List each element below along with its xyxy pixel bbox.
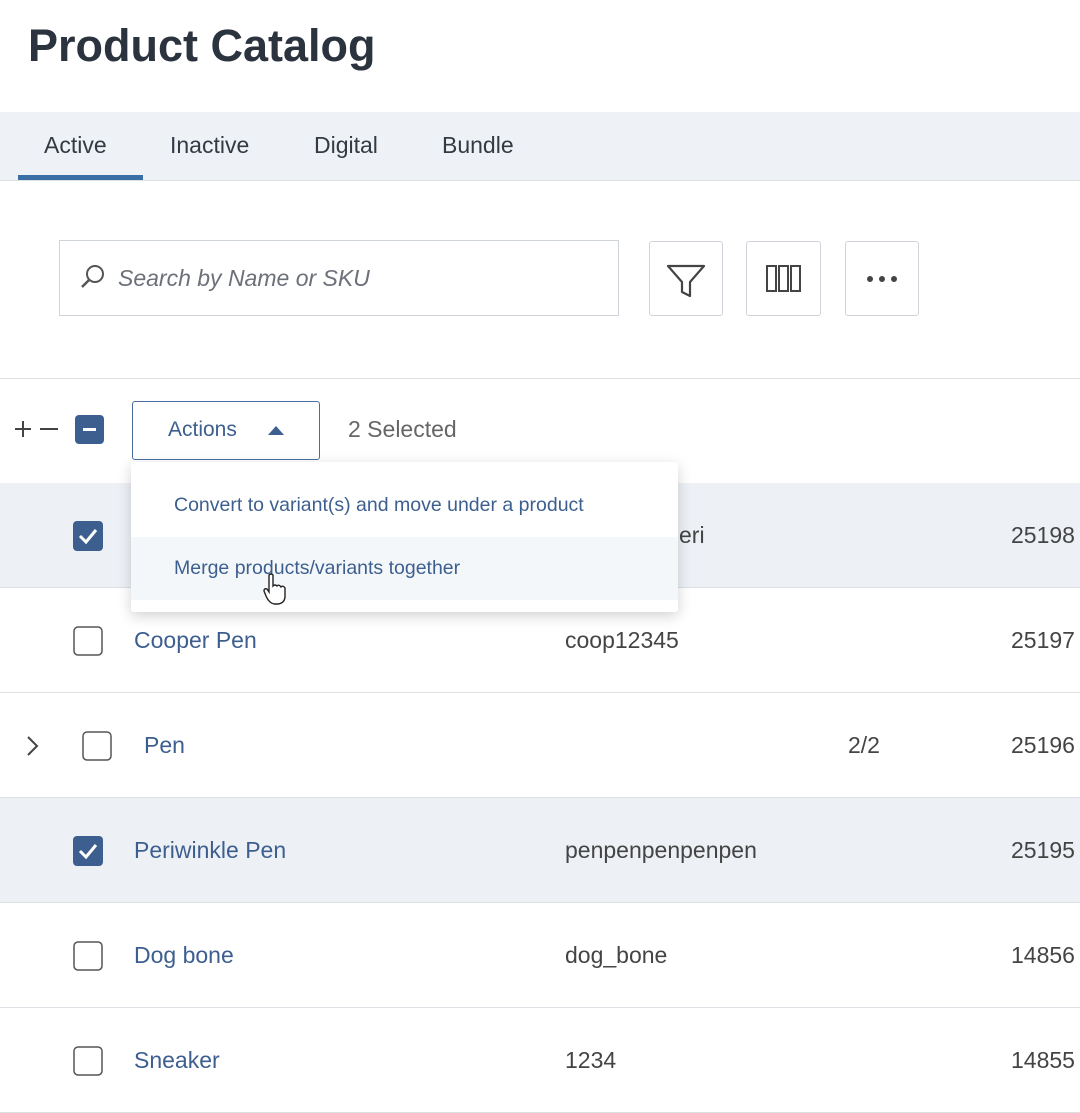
divider [0, 378, 1080, 379]
product-id: 25195 [1011, 837, 1075, 863]
product-id: 25197 [1011, 627, 1075, 653]
search-icon [81, 265, 104, 288]
row-checkbox[interactable] [73, 1046, 103, 1076]
expand-chevron[interactable] [24, 734, 44, 758]
row-checkbox[interactable] [73, 521, 103, 551]
product-sku: dog_bone [565, 942, 668, 968]
tab[interactable]: Active [44, 132, 107, 158]
product-name[interactable]: Periwinkle Pen [134, 837, 287, 863]
actions-menu: Convert to variant(s) and move under a p… [131, 462, 678, 612]
search-box[interactable] [59, 240, 619, 316]
actions-label: Actions [168, 418, 237, 441]
table-row [0, 903, 1080, 1008]
product-id: 25196 [1011, 732, 1075, 758]
product-id: 25198 [1011, 522, 1075, 548]
tab[interactable]: Inactive [170, 132, 250, 158]
more-button[interactable] [845, 241, 919, 316]
columns-button[interactable] [746, 241, 821, 316]
page: Product Catalog Active Inactive Digital Bun… [0, 20, 1080, 1113]
expand-collapse-all[interactable] [12, 417, 62, 441]
product-sku: coop12345 [565, 627, 679, 653]
product-name[interactable]: Sneaker [134, 1047, 220, 1073]
product-name[interactable]: Dog bone [134, 942, 234, 968]
variant-count: 2/2 [848, 732, 880, 758]
page-title: Product Catalog [28, 20, 376, 71]
product-sku: eri [679, 522, 705, 548]
product-name[interactable]: Cooper Pen [134, 627, 257, 653]
actions-button[interactable] [132, 401, 320, 460]
active-tab-indicator [18, 175, 143, 180]
row-checkbox[interactable] [73, 836, 103, 866]
menu-item[interactable]: Convert to variant(s) and move under a p… [174, 494, 584, 516]
row-checkbox[interactable] [73, 626, 103, 656]
product-sku: penpenpenpenpen [565, 837, 757, 863]
table-row [0, 798, 1080, 903]
row-checkbox[interactable] [82, 731, 112, 761]
product-name[interactable]: Pen [144, 732, 185, 758]
caret-up [268, 426, 284, 435]
selected-count: 2 Selected [348, 416, 457, 442]
cursor [263, 573, 286, 605]
menu-hover [131, 537, 678, 600]
select-all-checkbox[interactable] [75, 415, 104, 444]
menu-item[interactable]: Merge products/variants together [174, 557, 461, 579]
product-id: 14856 [1011, 942, 1075, 968]
tab[interactable]: Bundle [442, 132, 514, 158]
product-sku: 1234 [565, 1047, 617, 1073]
search-placeholder: Search by Name or SKU [118, 265, 370, 291]
table-row [0, 693, 1080, 798]
tab-bar [0, 112, 1080, 181]
product-id: 14855 [1011, 1047, 1075, 1073]
filter-button[interactable] [649, 241, 723, 316]
tab[interactable]: Digital [314, 132, 378, 158]
row-checkbox[interactable] [73, 941, 103, 971]
